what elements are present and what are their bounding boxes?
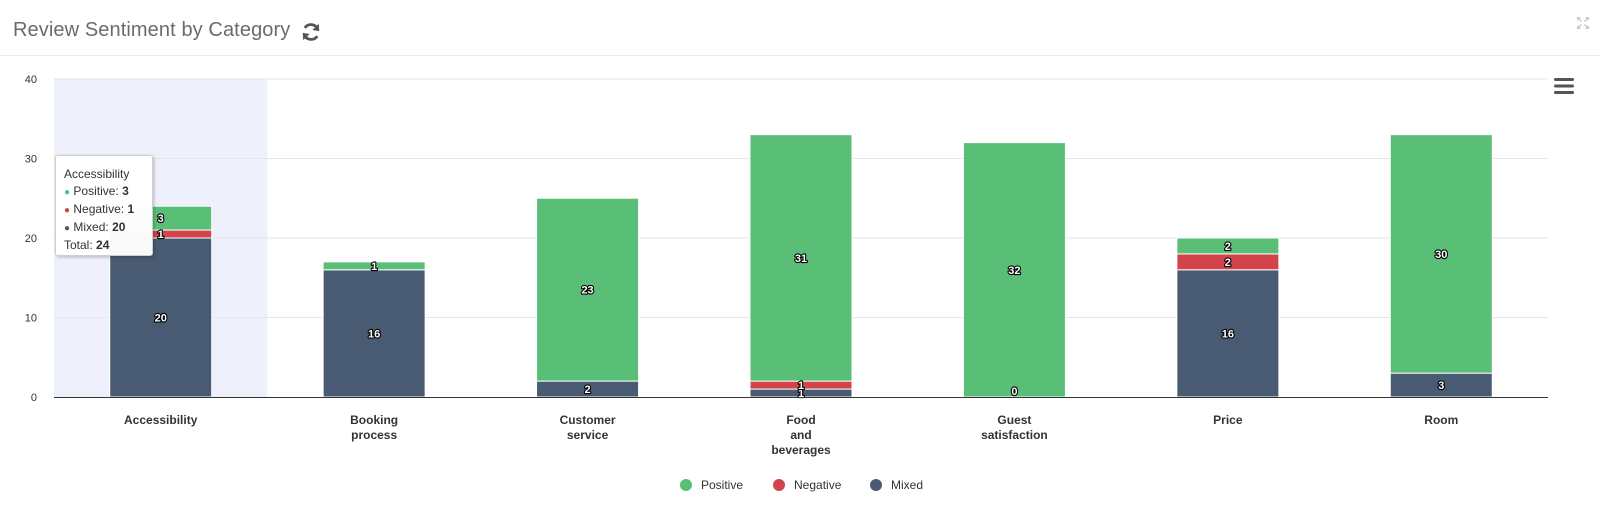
tooltip-total-label: Total:: [64, 238, 93, 252]
refresh-icon[interactable]: [300, 21, 322, 43]
x-category-label: Guest: [997, 413, 1031, 427]
bar-positive: [1176, 237, 1280, 255]
tooltip-mixed-value: 20: [112, 220, 126, 234]
data-label-mixed: 1: [798, 388, 804, 400]
legend-label-positive: Positive: [701, 478, 744, 492]
data-label-positive: 31: [795, 253, 807, 265]
bar-positive: [1389, 134, 1493, 374]
x-category-label: Booking: [350, 413, 398, 427]
chart-header: Review Sentiment by Category: [0, 0, 1600, 56]
data-label-positive: 1: [371, 261, 377, 273]
chart-title: Review Sentiment by Category: [13, 19, 291, 41]
chart-legend: Positive Negative Mixed: [0, 478, 1600, 498]
bar-positive: [536, 197, 640, 382]
legend-label-negative: Negative: [794, 478, 842, 492]
tooltip-mixed-label: Mixed:: [73, 220, 109, 234]
tooltip-total-row: Total: 24: [64, 237, 152, 254]
tooltip-mixed-row: ● Mixed: 20: [64, 220, 126, 234]
data-label-mixed: 2: [585, 384, 591, 396]
x-category-label: beverages: [771, 443, 831, 457]
data-label-positive: 32: [1008, 265, 1020, 277]
tooltip-positive-value: 3: [122, 184, 129, 198]
tooltip-negative-label: Negative:: [73, 202, 125, 216]
tooltip-category: Accessibility: [64, 167, 130, 181]
data-label-negative: 2: [1225, 257, 1231, 269]
legend-label-mixed: Mixed: [891, 478, 924, 492]
y-tick-label: 10: [25, 313, 37, 325]
legend-item-mixed[interactable]: Mixed: [870, 478, 923, 492]
tooltip-negative-value: 1: [127, 202, 135, 216]
data-label-mixed: 3: [1438, 380, 1444, 392]
legend-item-negative[interactable]: Negative: [773, 478, 841, 492]
x-category-label: and: [790, 428, 811, 442]
tooltip-negative-row: ● Negative: 1: [64, 202, 135, 216]
bar-mixed: [322, 269, 426, 398]
data-label-positive: 30: [1435, 249, 1447, 261]
x-category-label: Food: [786, 413, 815, 427]
x-category-label: process: [351, 428, 397, 442]
data-label-mixed: 16: [368, 328, 380, 340]
y-tick-label: 0: [31, 392, 37, 404]
data-label-mixed: 0: [1011, 386, 1017, 398]
stacked-bar-chart: 0102030402013Accessibility161Bookingproc…: [25, 74, 1548, 457]
tooltip: Accessibility ● Positive: 3 ● Negative: …: [55, 155, 153, 256]
tooltip-total-value: 24: [96, 238, 110, 252]
data-label-mixed: 20: [155, 313, 167, 325]
expand-icon[interactable]: [1576, 16, 1590, 30]
legend-swatch-negative: [773, 479, 785, 491]
y-tick-label: 40: [25, 74, 37, 86]
x-category-label: Accessibility: [124, 413, 198, 427]
x-category-label: satisfaction: [981, 428, 1048, 442]
x-category-label: service: [567, 428, 609, 442]
y-tick-label: 20: [25, 233, 37, 245]
legend-item-positive[interactable]: Positive: [680, 478, 743, 492]
data-label-negative: 1: [158, 229, 164, 241]
bar-positive: [962, 142, 1066, 398]
x-category-label: Price: [1213, 413, 1243, 427]
data-label-negative: 1: [798, 380, 804, 392]
data-label-positive: 3: [158, 213, 164, 225]
bar-mixed: [1176, 269, 1280, 398]
data-label-positive: 23: [581, 285, 593, 297]
x-category-label: Room: [1424, 413, 1458, 427]
tooltip-positive-row: ● Positive: 3: [64, 184, 129, 198]
hamburger-menu-icon[interactable]: [1553, 77, 1575, 95]
data-label-mixed: 16: [1222, 328, 1234, 340]
bar-positive: [749, 134, 853, 382]
tooltip-positive-label: Positive:: [73, 184, 119, 198]
y-tick-label: 30: [25, 154, 37, 166]
x-category-label: Customer: [560, 413, 616, 427]
bar-positive: [322, 261, 426, 271]
bar-mixed: [109, 237, 213, 398]
legend-swatch-mixed: [870, 479, 882, 491]
data-label-positive: 2: [1225, 241, 1231, 253]
legend-swatch-positive: [680, 479, 692, 491]
